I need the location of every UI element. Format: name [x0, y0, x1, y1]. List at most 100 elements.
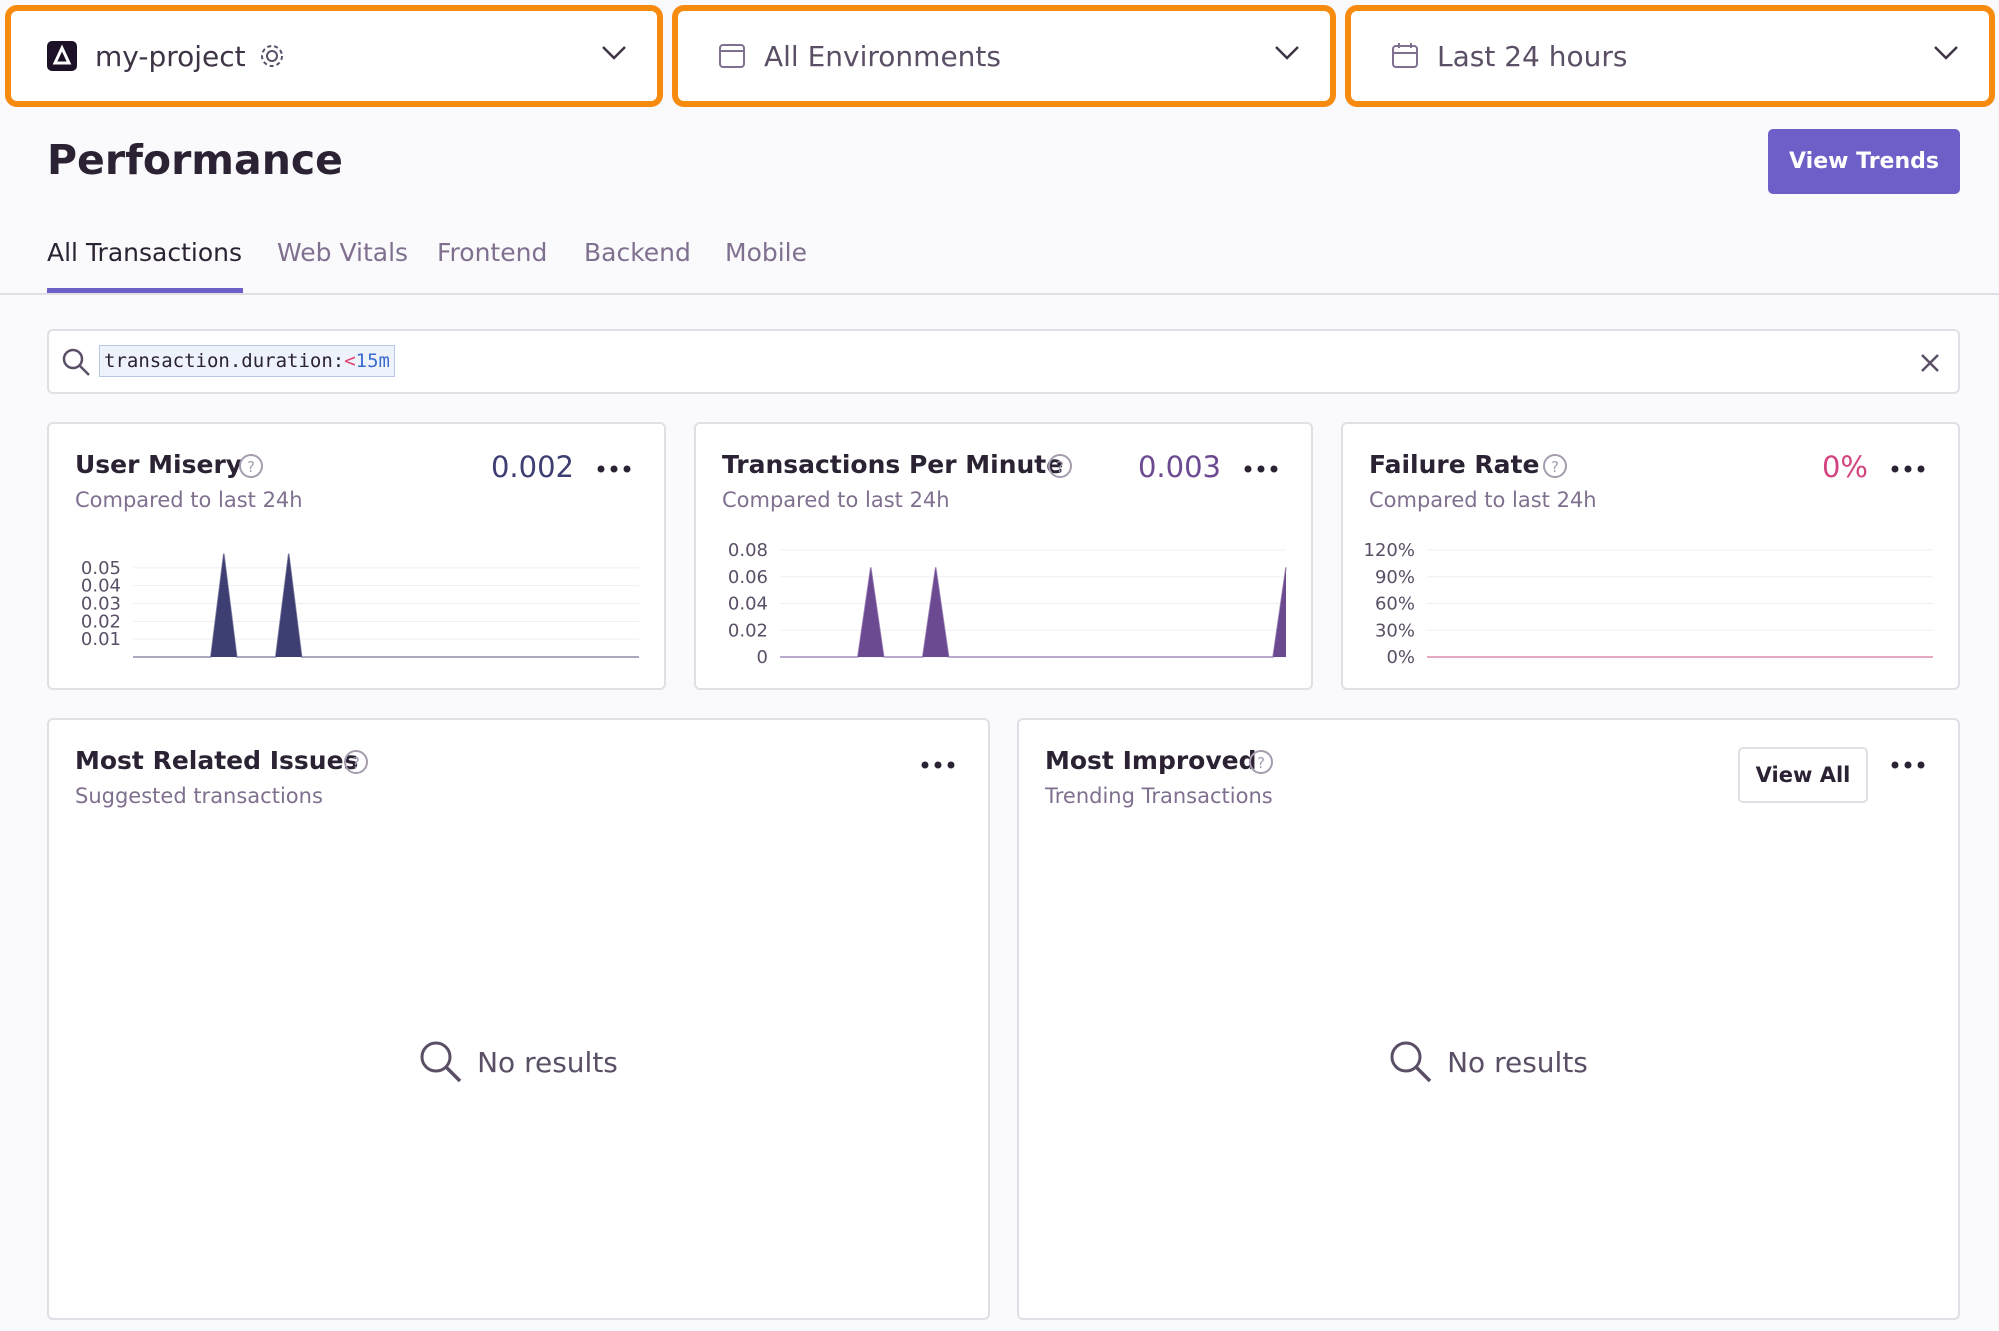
- tab[interactable]: Backend: [584, 238, 691, 267]
- more-icon[interactable]: [1890, 760, 1926, 770]
- line: [780, 567, 1287, 658]
- more-icon[interactable]: [1890, 464, 1926, 474]
- dot: [1891, 761, 1899, 769]
- search-token[interactable]: transaction.duration:<15m: [99, 345, 395, 377]
- widget-title: Failure Rate: [1369, 450, 1540, 479]
- widget-card: User Misery? Compared to last 24h 0.002 0.0…: [47, 422, 666, 690]
- empty-text: No results: [1447, 1045, 1588, 1079]
- widget-subtitle: Compared to last 24h: [75, 488, 303, 512]
- y-tick-label: 0.02: [728, 620, 768, 641]
- dot: [610, 465, 618, 473]
- y-tick-label: 90%: [1375, 567, 1415, 588]
- y-tick-label: 60%: [1375, 594, 1415, 615]
- gear-icon[interactable]: [258, 42, 286, 70]
- help-circle: [1543, 454, 1567, 478]
- search-key: transaction.duration:: [104, 350, 345, 372]
- widget-subtitle: Compared to last 24h: [1369, 488, 1597, 512]
- dot: [1917, 465, 1925, 473]
- sparkline: 0 0.02 0.04 0.06 0.08: [728, 540, 1287, 668]
- dot: [934, 761, 942, 769]
- dot: [1904, 761, 1912, 769]
- y-tick-label: 0.08: [728, 540, 768, 561]
- search-operator: <: [344, 350, 356, 372]
- lens: [1390, 1041, 1422, 1073]
- y-tick-label: 0: [757, 647, 768, 668]
- widget-subtitle: Compared to last 24h: [722, 488, 950, 512]
- dot: [1917, 761, 1925, 769]
- help-circle: [1048, 454, 1072, 478]
- widget-card: Transactions Per Minute? Compared to last…: [694, 422, 1313, 690]
- more-icon[interactable]: [920, 760, 956, 770]
- widget-value: 0.002: [490, 450, 574, 484]
- project-selector[interactable]: my-project: [5, 5, 663, 107]
- help-icon: ?: [344, 750, 368, 774]
- more-icon[interactable]: [596, 464, 632, 474]
- view-trends-button[interactable]: View Trends: [1768, 129, 1960, 194]
- help-icon: ?: [1249, 750, 1273, 774]
- handle: [444, 1065, 462, 1083]
- y-tick-label: 120%: [1364, 540, 1415, 561]
- search-icon: [62, 348, 90, 376]
- widget-value: 0%: [1821, 450, 1868, 484]
- y-tick-label: 0.04: [81, 576, 121, 597]
- chevron: [1275, 46, 1299, 60]
- area-fill: [133, 553, 639, 657]
- help-mark: ?: [1257, 754, 1265, 772]
- dot: [1257, 465, 1265, 473]
- calendar-icon: [1392, 43, 1418, 68]
- widget-value: 0.003: [1137, 450, 1221, 484]
- help-circle: [239, 454, 263, 478]
- project-name: my-project: [95, 39, 246, 73]
- y-tick-label: 0.05: [81, 558, 121, 579]
- widget-title: Transactions Per Minute: [722, 450, 1064, 479]
- sparkline: 0.010.020.030.040.05: [81, 553, 639, 658]
- help-circle: [1249, 750, 1273, 774]
- dot: [1904, 465, 1912, 473]
- search-bar[interactable]: transaction.duration:<15m: [47, 329, 1960, 394]
- environment: All Environments: [764, 39, 1001, 73]
- period: Last 24 hours: [1437, 39, 1628, 73]
- chevron: [1934, 46, 1958, 60]
- more-icon[interactable]: [1243, 464, 1279, 474]
- dot: [1891, 465, 1899, 473]
- empty-search-icon: [1390, 1041, 1432, 1083]
- sparkline: 0% 30% 60% 90% 120%: [1364, 540, 1933, 668]
- lens: [420, 1041, 452, 1073]
- help-mark: ?: [1551, 458, 1559, 476]
- handle: [1414, 1065, 1432, 1083]
- widget-card: Failure Rate? Compared to last 24h 0% 0% 30%…: [1341, 422, 1960, 690]
- page-title: Performance: [47, 136, 343, 184]
- empty-text: No results: [477, 1045, 618, 1079]
- line: [133, 553, 639, 658]
- panel-title: Most Related Issues: [75, 746, 359, 775]
- y-tick-label: 0.06: [728, 567, 768, 588]
- environment-selector[interactable]: All Environments: [672, 5, 1336, 107]
- tab[interactable]: Frontend: [437, 238, 548, 267]
- panel-subtitle: Suggested transactions: [75, 784, 323, 808]
- y-tick-label: 0.01: [81, 629, 121, 650]
- tab[interactable]: Web Vitals: [277, 238, 409, 267]
- help-icon: ?: [1048, 454, 1072, 478]
- tab-underline: [47, 288, 243, 293]
- widget-title: User Misery: [75, 450, 243, 479]
- empty-state: No results: [49, 1040, 988, 1084]
- help-icon: ?: [1543, 454, 1567, 478]
- dot: [1244, 465, 1252, 473]
- tab[interactable]: Mobile: [725, 238, 808, 267]
- y-tick-label: 0.02: [81, 611, 121, 632]
- area-fill: [780, 567, 1286, 657]
- clear-icon[interactable]: [1920, 353, 1940, 373]
- dot: [597, 465, 605, 473]
- env-icon: [719, 44, 745, 68]
- view-all-button[interactable]: View All: [1738, 747, 1868, 803]
- panel-card: Most Related Issues? Suggested transactio…: [47, 718, 990, 1320]
- dot: [623, 465, 631, 473]
- divider: [0, 293, 1999, 295]
- help-circle: [344, 750, 368, 774]
- tab[interactable]: All Transactions: [47, 238, 242, 267]
- project-icon: [47, 41, 77, 71]
- panel-card: Most Improved? Trending Transactions View …: [1017, 718, 1960, 1320]
- search-value: 15m: [355, 350, 390, 372]
- help-mark: ?: [1056, 458, 1064, 476]
- period-selector[interactable]: Last 24 hours: [1345, 5, 1995, 107]
